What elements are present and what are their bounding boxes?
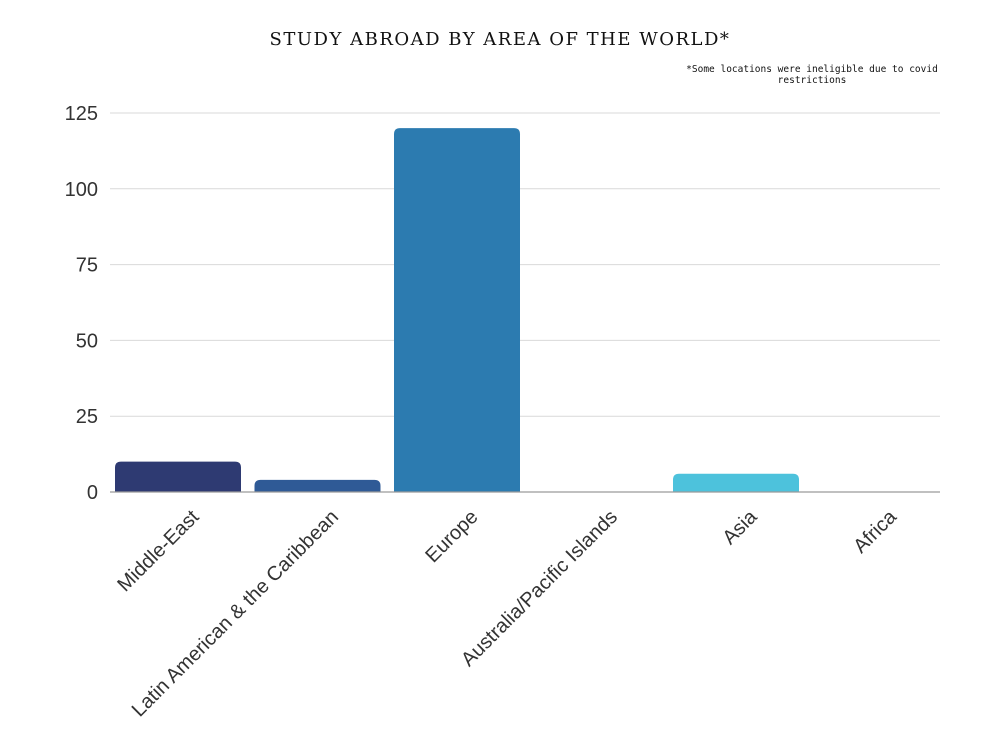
bar-europe [394,128,520,492]
x-tick-label: Africa [849,505,901,557]
x-tick-label: Europe [421,506,482,567]
bar-asia [673,473,799,492]
chart-title: STUDY ABROAD BY AREA OF THE WORLD* [270,29,731,50]
x-tick-label: Middle-East [113,506,204,597]
gridlines [110,112,940,417]
y-tick-label: 100 [65,179,98,201]
chart-note-line-1: *Some locations were ineligible due to c… [686,64,938,75]
y-tick-label: 25 [76,406,98,428]
bars [115,128,799,492]
y-tick-label: 75 [76,255,98,277]
bar-latin-american-the-caribbean [254,479,381,492]
y-axis-ticks: 0 25 50 75 100 125 [65,103,98,504]
x-tick-label: Asia [718,505,762,549]
y-tick-label: 125 [65,103,98,125]
y-tick-label: 50 [76,330,98,352]
y-tick-label: 0 [87,482,98,504]
bar-middle-east [115,461,241,492]
chart-note-line-2: restrictions [778,75,847,86]
x-tick-label: Australia/Pacific Islands [457,506,622,671]
